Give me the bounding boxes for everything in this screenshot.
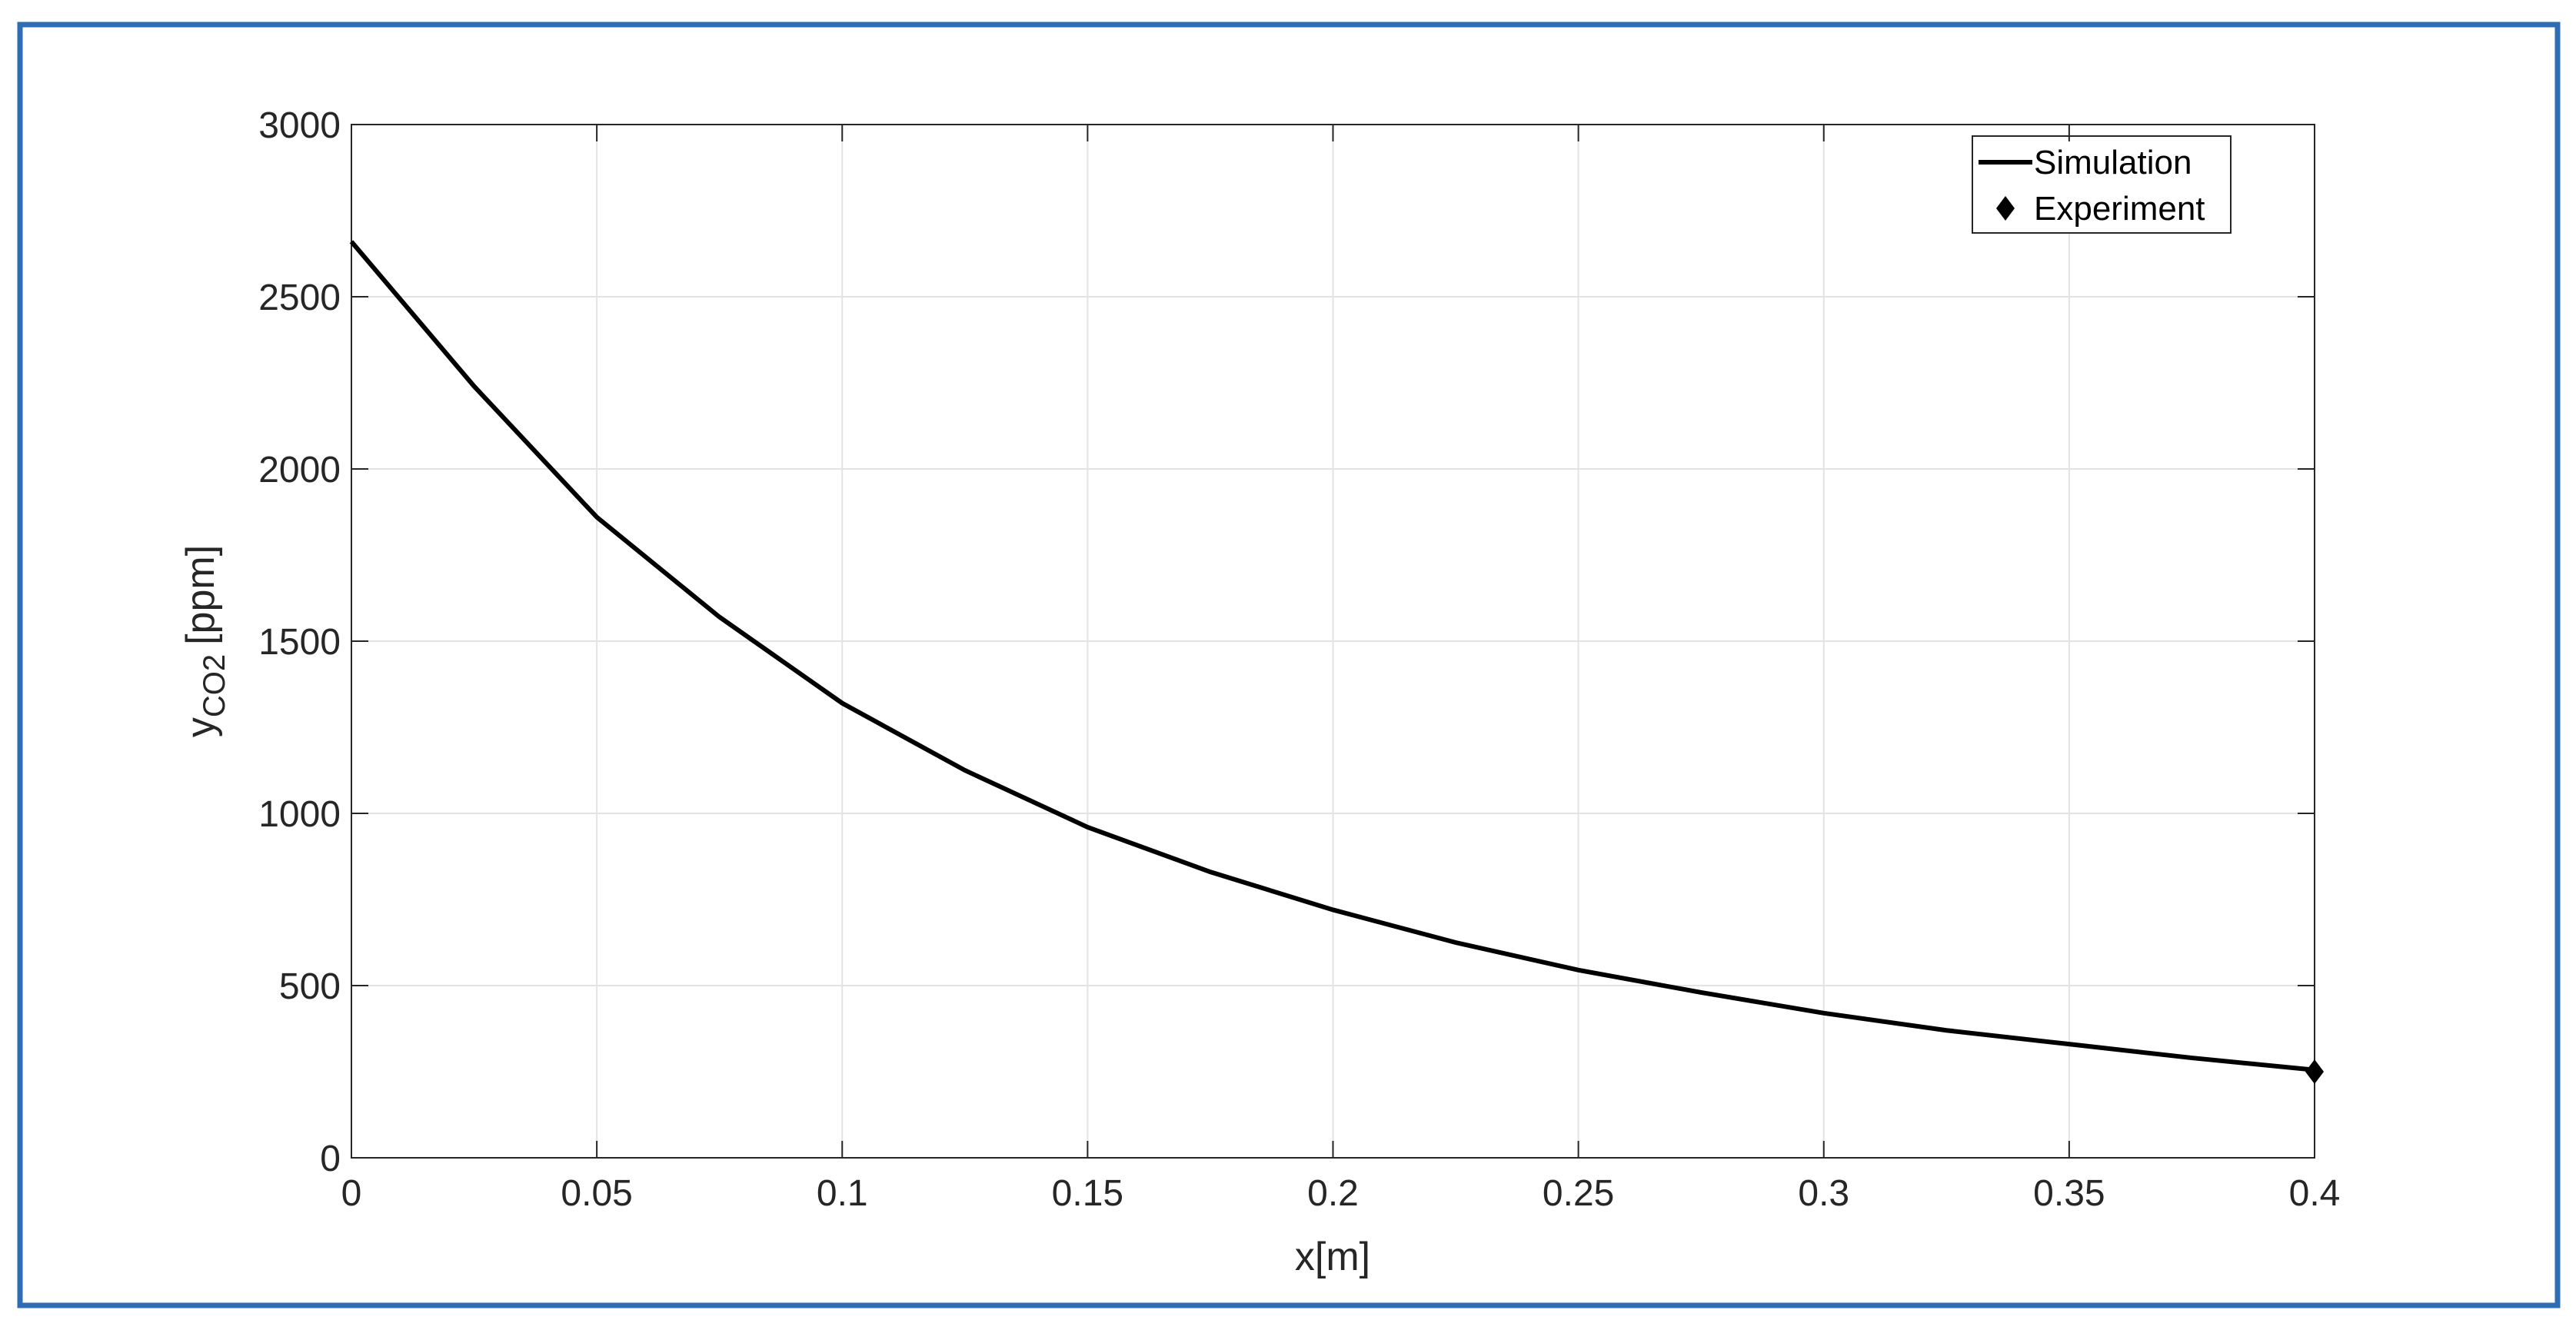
- x-tick-label: 0.1: [817, 1173, 868, 1214]
- y-tick-label: 2500: [258, 278, 341, 318]
- x-tick-label: 0.35: [2033, 1173, 2105, 1214]
- x-tick-label: 0.4: [2289, 1173, 2341, 1214]
- legend-box: [1972, 135, 2232, 234]
- x-tick-label: 0.25: [1543, 1173, 1614, 1214]
- y-tick-label: 2000: [258, 450, 341, 490]
- x-tick-label: 0.05: [561, 1173, 632, 1214]
- y-tick-label: 0: [320, 1139, 341, 1179]
- legend-label: Simulation: [2034, 144, 2192, 181]
- frame: [17, 22, 2561, 1308]
- x-tick-label: 0.3: [1798, 1173, 1849, 1214]
- x-tick-label: 0.2: [1307, 1173, 1359, 1214]
- x-tick-label: 0.15: [1052, 1173, 1123, 1214]
- legend-label: Experiment: [2034, 190, 2205, 228]
- y-tick-label: 500: [279, 966, 341, 1007]
- grid: [351, 124, 2315, 1159]
- y-label-unit: [ppm]: [178, 545, 223, 645]
- line-series: [349, 240, 2315, 1072]
- x-tick-label: 0: [341, 1173, 362, 1214]
- y-tick-label: 3000: [258, 105, 341, 146]
- legend-swatch: [1996, 196, 2015, 221]
- marker: [2305, 1059, 2324, 1084]
- legend: Simulation Experiment: [1972, 135, 2232, 234]
- y-tick-label: 1500: [258, 622, 341, 663]
- y-label-sub: CO2: [198, 654, 231, 717]
- y-axis-label: yCO2 [ppm]: [178, 545, 231, 737]
- y-label-main: y: [178, 717, 223, 737]
- y-tick-label: 1000: [258, 794, 341, 835]
- x-axis-label: x[m]: [1295, 1235, 1370, 1279]
